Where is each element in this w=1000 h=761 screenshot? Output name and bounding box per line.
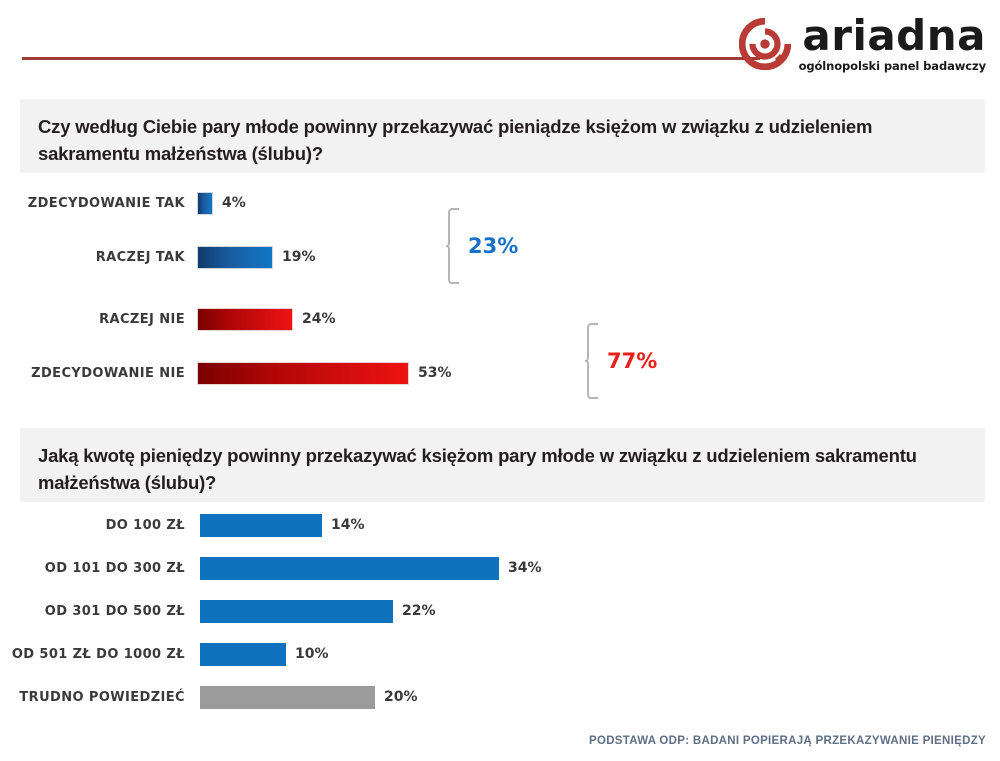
question-1-text: Czy według Ciebie pary młode powinny prz… — [38, 116, 873, 164]
chart-row: OD 501 ZŁ DO 1000 ZŁ 10% — [0, 641, 1000, 667]
chart-2: DO 100 ZŁ 14% OD 101 DO 300 ZŁ 34% OD 30… — [0, 512, 1000, 710]
footer-note: PODSTAWA ODP: BADANI POPIERAJĄ PRZEKAZYW… — [588, 735, 986, 747]
brand-logo: ariadna ogólnopolski panel badawczy — [738, 11, 987, 74]
bar-wrap: 14% — [200, 513, 365, 537]
bar — [200, 642, 286, 666]
chart-row: TRUDNO POWIEDZIEĆ 20% — [0, 684, 1000, 710]
bar — [197, 307, 293, 331]
bar-label: OD 301 DO 500 ZŁ — [44, 603, 185, 619]
bar-label: RACZEJ NIE — [99, 311, 185, 327]
chart-row: ZDECYDOWANIE NIE 53% — [0, 360, 1000, 386]
ariadna-spiral-icon — [738, 18, 791, 70]
bar — [200, 685, 375, 709]
bar — [197, 245, 273, 269]
bar — [200, 513, 322, 537]
bar-value: 34% — [508, 560, 542, 576]
question-band-2: Jaką kwotę pieniędzy powinny przekazywać… — [20, 428, 985, 502]
chart-row: OD 301 DO 500 ZŁ 22% — [0, 598, 1000, 624]
bracket-yes-total: 23% — [446, 207, 518, 285]
bar-label: DO 100 ZŁ — [105, 517, 185, 533]
bar-wrap: 10% — [200, 642, 329, 666]
bar-value: 53% — [418, 365, 452, 381]
bar-wrap: 24% — [197, 307, 336, 331]
spacer — [0, 581, 1000, 598]
bar — [197, 191, 213, 215]
bar-value: 10% — [295, 646, 329, 662]
bar-wrap: 22% — [200, 599, 436, 623]
question-band-1: Czy według Ciebie pary młode powinny prz… — [20, 99, 985, 173]
spacer — [0, 667, 1000, 684]
chart-row: RACZEJ TAK 19% — [0, 244, 1000, 270]
page-header: ariadna ogólnopolski panel badawczy — [0, 0, 1000, 92]
chart-1: ZDECYDOWANIE TAK 4% RACZEJ TAK 19% RACZE… — [0, 190, 1000, 386]
brand-name: ariadna — [802, 11, 986, 60]
bar-value: 24% — [302, 311, 336, 327]
bracket-icon — [585, 323, 598, 399]
bar-label: TRUDNO POWIEDZIEĆ — [19, 689, 185, 705]
bar-label: RACZEJ TAK — [95, 249, 185, 265]
bar-wrap: 19% — [197, 245, 316, 269]
spacer — [0, 624, 1000, 641]
bar-value: 22% — [402, 603, 436, 619]
spacer — [0, 332, 1000, 360]
bracket-icon — [446, 208, 459, 284]
spacer — [0, 538, 1000, 555]
bar-value: 14% — [331, 517, 365, 533]
bracket-value: 77% — [607, 349, 658, 373]
bar-value: 4% — [222, 195, 246, 211]
bar-label: OD 101 DO 300 ZŁ — [44, 560, 185, 576]
bar — [200, 556, 499, 580]
brand-tagline: ogólnopolski panel badawczy — [798, 59, 987, 73]
bar-wrap: 4% — [197, 191, 246, 215]
bar-wrap: 20% — [200, 685, 418, 709]
bracket-value: 23% — [468, 234, 519, 258]
chart-row: ZDECYDOWANIE TAK 4% — [0, 190, 1000, 216]
bar — [197, 361, 409, 385]
bracket-no-total: 77% — [585, 322, 657, 400]
header-rule — [22, 57, 760, 60]
bar-wrap: 53% — [197, 361, 452, 385]
bar — [200, 599, 393, 623]
bar-value: 19% — [282, 249, 316, 265]
bar-value: 20% — [384, 689, 418, 705]
brand-text-block: ariadna ogólnopolski panel badawczy — [798, 11, 987, 74]
chart-row: OD 101 DO 300 ZŁ 34% — [0, 555, 1000, 581]
bar-label: ZDECYDOWANIE NIE — [31, 365, 185, 381]
bar-label: ZDECYDOWANIE TAK — [27, 195, 185, 211]
chart-row: RACZEJ NIE 24% — [0, 306, 1000, 332]
bar-label: OD 501 ZŁ DO 1000 ZŁ — [11, 646, 185, 662]
chart-row: DO 100 ZŁ 14% — [0, 512, 1000, 538]
question-2-text: Jaką kwotę pieniędzy powinny przekazywać… — [38, 445, 917, 493]
bar-wrap: 34% — [200, 556, 542, 580]
